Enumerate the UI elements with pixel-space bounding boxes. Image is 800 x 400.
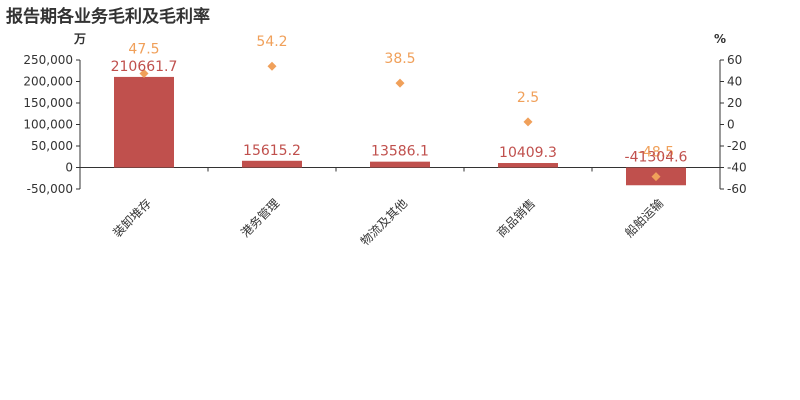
point-label: 38.5 xyxy=(384,51,415,67)
bar-label: 13586.1 xyxy=(371,144,429,160)
left-tick-label: 250,000 xyxy=(23,53,73,67)
category-label: 商品销售 xyxy=(494,196,539,241)
right-tick-label: -40 xyxy=(727,161,747,175)
bar-label: 15615.2 xyxy=(243,143,301,159)
point-label: 2.5 xyxy=(517,90,539,106)
labels-group: 47.5 54.2 38.5 2.5 -48.5 210661.7 15615.2 13586… xyxy=(111,34,688,165)
left-tick-label: 150,000 xyxy=(23,96,73,110)
chart-title: 报告期各业务毛利及毛利率 xyxy=(6,7,210,27)
bar xyxy=(114,76,174,168)
bar-label: 10409.3 xyxy=(499,145,557,161)
point-label: 54.2 xyxy=(256,34,287,50)
point-marker xyxy=(267,61,277,71)
category-label: 船舶运输 xyxy=(622,196,667,241)
bar-label: -41304.6 xyxy=(625,150,688,166)
right-axis-unit: % xyxy=(714,32,726,46)
right-tick-label: -60 xyxy=(727,182,747,196)
point-label: -48.5 xyxy=(638,145,674,161)
category-label: 港务管理 xyxy=(238,196,283,241)
right-tick-label: 0 xyxy=(727,118,735,132)
point-marker xyxy=(139,68,149,78)
left-tick-label: 200,000 xyxy=(23,75,73,89)
point-label: 47.5 xyxy=(128,41,159,57)
left-axis-unit: 万 xyxy=(73,32,86,46)
left-tick-label: -50,000 xyxy=(27,182,73,196)
category-label: 装卸堆存 xyxy=(110,196,155,241)
point-marker xyxy=(651,172,661,182)
bars-group xyxy=(114,76,686,186)
bar xyxy=(370,161,430,168)
category-label: 物流及其他 xyxy=(358,196,410,248)
left-tick-label: 50,000 xyxy=(31,139,73,153)
left-tick-label: 0 xyxy=(65,161,73,175)
bar-label: 210661.7 xyxy=(111,59,178,75)
left-tick-label: 100,000 xyxy=(23,118,73,132)
point-marker xyxy=(523,117,533,127)
right-tick-label: 20 xyxy=(727,96,742,110)
bar xyxy=(242,160,302,168)
bar xyxy=(498,163,558,168)
right-tick-label: -20 xyxy=(727,139,747,153)
right-tick-label: 60 xyxy=(727,53,742,67)
right-tick-label: 40 xyxy=(727,75,742,89)
points-group xyxy=(139,61,661,182)
point-marker xyxy=(395,78,405,88)
